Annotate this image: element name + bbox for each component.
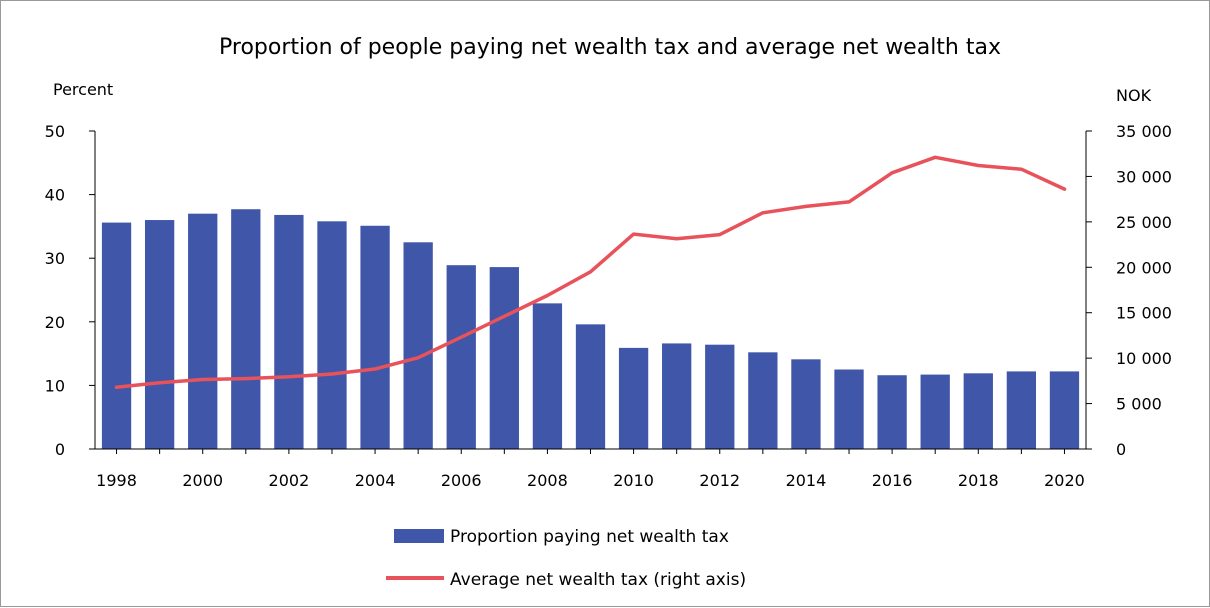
line-point-2015: [847, 200, 851, 204]
line-point-2013: [761, 211, 765, 215]
left-tick-label: 50: [45, 122, 65, 141]
x-tick-label: 2004: [355, 471, 396, 490]
x-tick-label: 2008: [527, 471, 568, 490]
x-tick-label: 2010: [613, 471, 654, 490]
line-point-2011: [675, 237, 679, 241]
left-tick-label: 30: [45, 249, 65, 268]
bar-2018: [963, 373, 993, 449]
x-tick-label: 2018: [958, 471, 999, 490]
line-point-2016: [890, 171, 894, 175]
bar-1999: [144, 220, 175, 449]
x-axis-ticks: 1998 2000 2002 2004 2006 2008 2010 2012 2014 2016…: [96, 449, 1085, 490]
left-tick-label: 10: [45, 376, 65, 395]
right-tick-label: 0: [1116, 440, 1126, 459]
bar-2016: [877, 375, 907, 449]
x-tick-label: 2012: [699, 471, 740, 490]
left-axis-ticks: 0 10 20 30 40 50: [45, 122, 95, 459]
line-point-2000: [201, 377, 205, 381]
line-point-2006: [459, 335, 463, 339]
bar-1998: [101, 222, 132, 449]
line-point-2001: [244, 377, 248, 381]
legend-swatch-bars: [394, 529, 444, 543]
line-point-2005: [416, 356, 420, 360]
right-axis-ticks: 0 5 000 10 000 15 000 20 000 25 000 30 000 35 0…: [1086, 122, 1172, 459]
bar-2008: [532, 303, 563, 449]
left-axis-unit-label: Percent: [53, 80, 113, 99]
line-point-2014: [804, 204, 808, 208]
right-tick-label: 35 000: [1116, 122, 1172, 141]
bar-2015: [834, 369, 864, 449]
bar-2004: [360, 225, 390, 449]
bar-2012: [705, 344, 735, 449]
line-point-2009: [589, 270, 592, 274]
bar-2005: [403, 242, 433, 449]
x-tick-label: 2016: [872, 471, 913, 490]
line-point-2008: [545, 293, 549, 297]
x-tick-label: 2020: [1044, 471, 1085, 490]
bar-2000: [188, 213, 218, 449]
line-point-2017: [933, 155, 937, 159]
right-axis-unit-label: NOK: [1116, 86, 1152, 105]
line-point-2002: [287, 375, 291, 379]
line-point-2004: [373, 367, 377, 371]
line-series: [114, 155, 1067, 389]
x-tick-label: 2006: [441, 471, 482, 490]
bar-2013: [748, 352, 778, 449]
x-tick-label: 2000: [182, 471, 223, 490]
bar-2006: [446, 265, 476, 449]
right-tick-label: 5 000: [1116, 395, 1162, 414]
right-tick-label: 15 000: [1116, 304, 1172, 323]
line-point-2018: [976, 164, 980, 168]
bar-series: [101, 209, 1080, 449]
line-point-1999: [158, 381, 162, 385]
line-point-1998: [115, 385, 119, 389]
line-point-2003: [330, 372, 334, 376]
bar-2011: [662, 343, 692, 449]
right-tick-label: 25 000: [1116, 213, 1172, 232]
bar-2019: [1006, 371, 1037, 449]
left-tick-label: 0: [55, 440, 65, 459]
line-point-2020: [1062, 187, 1066, 191]
right-tick-label: 30 000: [1116, 167, 1172, 186]
left-tick-label: 40: [45, 186, 65, 205]
bar-2009: [575, 324, 606, 449]
bar-2014: [791, 359, 821, 449]
line-point-2010: [632, 232, 636, 236]
bar-2010: [618, 347, 649, 449]
right-tick-label: 20 000: [1116, 258, 1172, 277]
line-point-2007: [502, 314, 506, 318]
line-point-2012: [718, 233, 722, 237]
bar-2020: [1049, 371, 1080, 449]
left-tick-label: 20: [45, 313, 65, 332]
chart-title: Proportion of people paying net wealth t…: [219, 35, 1001, 60]
legend-label-line: Average net wealth tax (right axis): [450, 570, 746, 590]
bar-2007: [489, 267, 519, 449]
legend-label-bars: Proportion paying net wealth tax: [450, 527, 729, 547]
bar-2002: [274, 214, 304, 449]
bar-2003: [317, 221, 347, 449]
x-tick-label: 2014: [786, 471, 827, 490]
bar-2001: [231, 209, 261, 449]
line-point-2019: [1019, 167, 1023, 171]
legend: Proportion paying net wealth tax Average…: [386, 527, 746, 590]
right-tick-label: 10 000: [1116, 349, 1172, 368]
x-tick-label: 2002: [269, 471, 310, 490]
bar-2017: [920, 374, 950, 449]
x-tick-label: 1998: [96, 471, 137, 490]
